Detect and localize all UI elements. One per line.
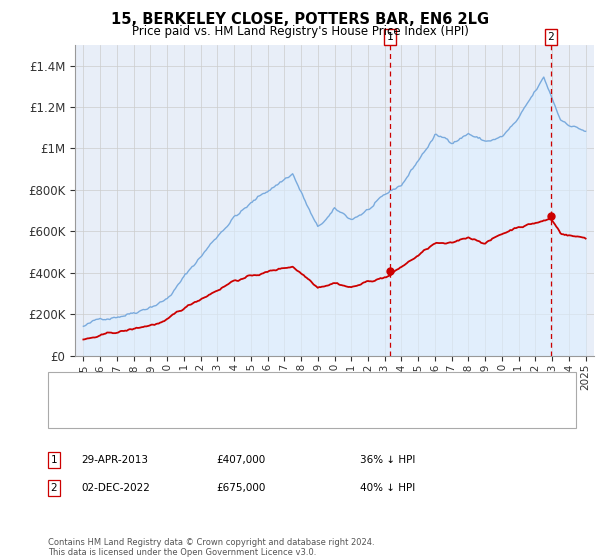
Text: Contains HM Land Registry data © Crown copyright and database right 2024.
This d: Contains HM Land Registry data © Crown c… [48, 538, 374, 557]
Text: 1: 1 [387, 32, 394, 42]
Text: 15, BERKELEY CLOSE, POTTERS BAR, EN6 2LG (detached house): 15, BERKELEY CLOSE, POTTERS BAR, EN6 2LG… [99, 383, 433, 393]
Text: 02-DEC-2022: 02-DEC-2022 [81, 483, 150, 493]
Text: 2: 2 [50, 483, 58, 493]
Text: £407,000: £407,000 [216, 455, 265, 465]
Text: Price paid vs. HM Land Registry's House Price Index (HPI): Price paid vs. HM Land Registry's House … [131, 25, 469, 38]
Text: HPI: Average price, detached house, Hertsmere: HPI: Average price, detached house, Hert… [99, 408, 347, 418]
Text: 1: 1 [50, 455, 58, 465]
Text: 15, BERKELEY CLOSE, POTTERS BAR, EN6 2LG: 15, BERKELEY CLOSE, POTTERS BAR, EN6 2LG [111, 12, 489, 27]
Text: £675,000: £675,000 [216, 483, 265, 493]
Text: 36% ↓ HPI: 36% ↓ HPI [360, 455, 415, 465]
Text: 2: 2 [547, 32, 554, 42]
Text: 29-APR-2013: 29-APR-2013 [81, 455, 148, 465]
Text: 40% ↓ HPI: 40% ↓ HPI [360, 483, 415, 493]
